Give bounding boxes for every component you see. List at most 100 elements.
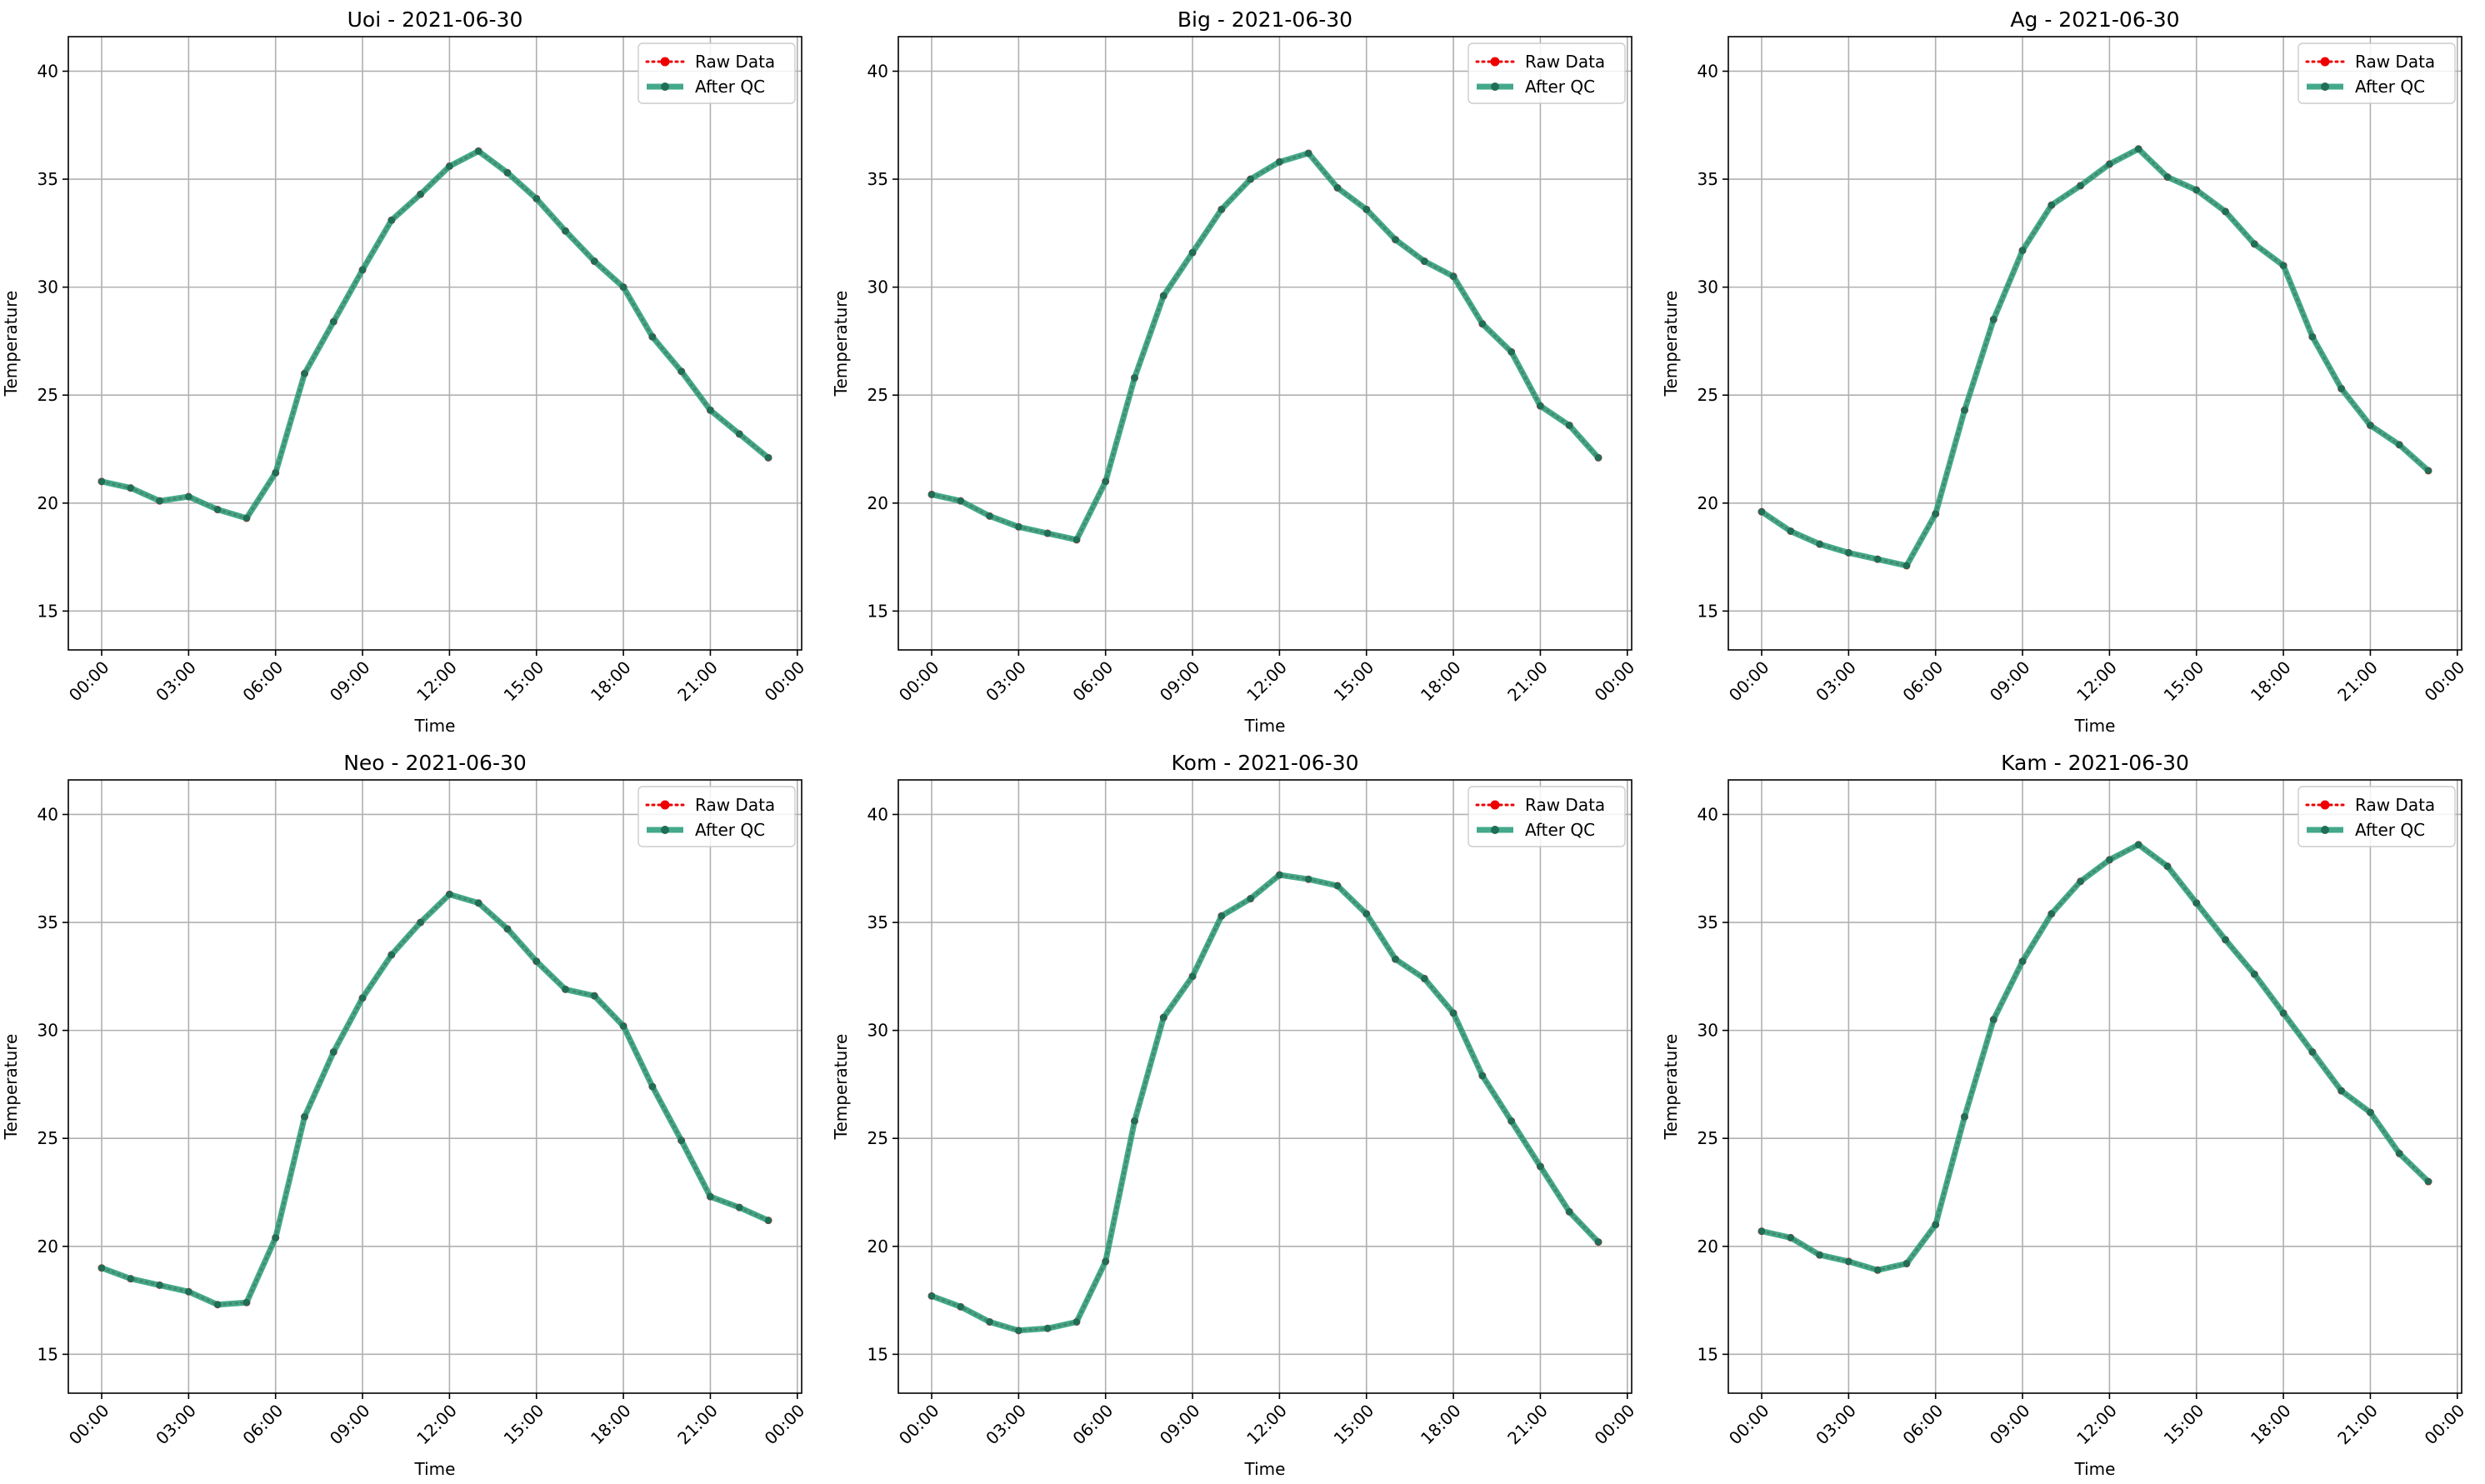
after-qc-line: [928, 872, 1602, 1334]
after-qc-point: [2163, 173, 2172, 181]
legend-raw-marker: [2320, 57, 2330, 67]
y-axis-label: Temperature: [831, 1034, 851, 1141]
y-tick-label: 20: [868, 493, 888, 513]
x-tick-label: 00:00: [1591, 657, 1639, 706]
x-tick-label: 15:00: [1330, 657, 1378, 706]
after-qc-point: [1160, 1013, 1168, 1022]
x-tick-label: 21:00: [673, 657, 722, 706]
after-qc-point: [358, 994, 367, 1002]
after-qc-point: [1188, 248, 1197, 257]
y-tick-label: 35: [868, 169, 888, 189]
after-qc-point: [957, 497, 964, 505]
after-qc-point: [1276, 871, 1283, 879]
x-tick-label: 15:00: [500, 657, 548, 706]
legend-label-raw: Raw Data: [1525, 52, 1605, 72]
after-qc-point: [242, 1298, 251, 1307]
legend-qc-marker: [661, 82, 669, 91]
after-qc-point: [986, 512, 993, 520]
after-qc-point: [1478, 1072, 1487, 1080]
after-qc-point: [2308, 333, 2317, 341]
legend: Raw Data After QC: [1468, 42, 1626, 104]
legend-raw-marker: [1490, 57, 1500, 67]
after-qc-point: [1043, 1325, 1052, 1332]
after-qc-point: [1902, 1260, 1911, 1267]
after-qc-point: [1304, 149, 1312, 157]
x-tick-label: 00:00: [65, 657, 113, 706]
after-qc-point: [1873, 555, 1882, 563]
chart-panel: 15 20 25 30 35 40 00:00 03:00 06:00 09:00 12:00 15:…: [1, 751, 808, 1479]
after-qc-point: [1537, 402, 1544, 410]
y-tick-label: 15: [38, 1344, 58, 1364]
chart-title: Kam - 2021-06-30: [2001, 751, 2189, 775]
x-tick-label: 18:00: [587, 657, 635, 706]
after-qc-point: [1333, 184, 1342, 192]
after-qc-point: [1594, 1238, 1602, 1246]
after-qc-point: [928, 491, 936, 498]
legend-qc-marker: [1491, 82, 1499, 91]
legend-label-qc: After QC: [695, 820, 765, 840]
x-tick-label: 09:00: [326, 657, 374, 706]
after-qc-point: [474, 147, 482, 155]
y-tick-label: 35: [1698, 169, 1718, 189]
after-qc-point: [2424, 1177, 2432, 1186]
after-qc-point: [301, 1113, 308, 1121]
axes-frame: [68, 779, 802, 1394]
x-tick-label: 00:00: [761, 1401, 809, 1449]
chart-panel: 15 20 25 30 35 40 00:00 03:00 06:00 09:00 12:00 15:…: [1, 7, 808, 736]
y-tick-label: 25: [1698, 1128, 1718, 1148]
legend-label-qc: After QC: [1525, 77, 1595, 97]
legend-raw-marker: [660, 800, 670, 810]
after-qc-point: [1102, 1257, 1109, 1266]
x-tick-label: 18:00: [1417, 1401, 1465, 1449]
after-qc-point: [1816, 1251, 1823, 1259]
y-tick-label: 25: [868, 385, 888, 405]
after-qc-point: [1072, 536, 1081, 544]
after-qc-point: [2308, 1048, 2317, 1056]
after-qc-point: [446, 891, 453, 898]
after-qc-point: [2367, 1108, 2374, 1117]
x-tick-label: 12:00: [412, 1401, 461, 1449]
raw-data-line: [100, 892, 770, 1307]
x-tick-label: 03:00: [1812, 1401, 1860, 1449]
legend-label-raw: Raw Data: [2355, 795, 2435, 815]
x-tick-label: 21:00: [1503, 657, 1552, 706]
after-qc-point: [446, 162, 453, 170]
x-tick-label: 09:00: [1156, 1401, 1204, 1449]
legend-label-raw: Raw Data: [1525, 795, 1605, 815]
after-qc-point: [591, 992, 598, 1000]
after-qc-point: [1758, 507, 1766, 516]
x-tick-label: 00:00: [2421, 1401, 2469, 1449]
after-qc-point: [1508, 348, 1515, 356]
after-qc-point: [1421, 975, 1428, 982]
after-qc-point: [301, 370, 308, 377]
after-qc-point: [330, 1048, 338, 1056]
after-qc-line: [928, 150, 1602, 543]
after-qc-point: [764, 1217, 772, 1224]
y-tick-label: 40: [1698, 804, 1718, 824]
legend-qc-marker: [661, 826, 669, 834]
y-tick-label: 40: [868, 61, 888, 81]
x-tick-label: 03:00: [152, 1401, 200, 1449]
after-qc-point: [678, 367, 685, 375]
after-qc-point: [562, 986, 569, 993]
after-qc-point: [1072, 1318, 1081, 1326]
legend-label-raw: Raw Data: [695, 52, 775, 72]
after-qc-point: [1188, 972, 1197, 981]
raw-data-line: [930, 152, 1600, 542]
chart-title: Uoi - 2021-06-30: [348, 7, 523, 32]
after-qc-point: [474, 899, 482, 907]
y-tick-label: 25: [868, 1128, 888, 1148]
after-qc-point: [1131, 1117, 1138, 1125]
after-qc-point: [2077, 877, 2084, 886]
after-qc-point: [272, 469, 279, 477]
after-qc-point: [707, 1192, 714, 1201]
after-qc-point: [736, 1203, 743, 1212]
x-tick-label: 18:00: [2247, 657, 2295, 706]
after-qc-point: [648, 333, 657, 341]
after-qc-point: [2077, 182, 2084, 190]
x-tick-label: 00:00: [761, 657, 809, 706]
after-qc-point: [2106, 160, 2113, 168]
x-tick-label: 03:00: [982, 1401, 1030, 1449]
x-tick-label: 09:00: [326, 1401, 374, 1449]
axes-frame: [898, 779, 1632, 1394]
